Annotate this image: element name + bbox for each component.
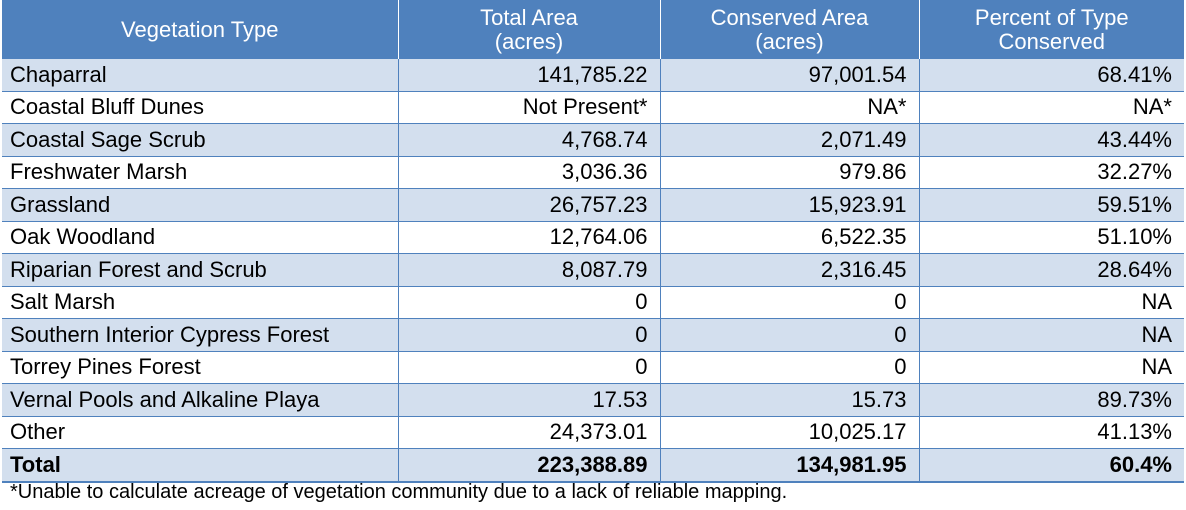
header-line: Total Area (480, 4, 578, 30)
cell-percent-conserved: NA (919, 318, 1184, 352)
table-footnote: *Unable to calculate acreage of vegetati… (10, 481, 788, 503)
total-row: Total 223,388.89 134,981.95 60.4% (2, 448, 1184, 483)
cell-conserved-area: 10,025.17 (660, 416, 920, 449)
cell-vegetation-type: Southern Interior Cypress Forest (2, 318, 399, 352)
table-row: Grassland 26,757.23 15,923.91 59.51% (2, 188, 1184, 222)
cell-total-area: 24,373.01 (398, 416, 661, 449)
table-header: Vegetation Type Total Area (acres) Conse… (2, 0, 1184, 59)
cell-vegetation-type: Oak Woodland (2, 221, 399, 254)
total-conserved-value: 134,981.95 (660, 448, 920, 483)
header-conserved-area: Conserved Area (acres) (660, 0, 920, 59)
cell-vegetation-type: Chaparral (2, 59, 399, 92)
cell-total-area: 141,785.22 (398, 59, 661, 92)
cell-total-area: 0 (398, 351, 661, 384)
cell-percent-conserved: 41.13% (919, 416, 1184, 449)
cell-conserved-area: 979.86 (660, 156, 920, 189)
cell-conserved-area: 15,923.91 (660, 188, 920, 222)
table-row: Southern Interior Cypress Forest 0 0 NA (2, 318, 1184, 352)
header-line: (acres) (755, 28, 824, 54)
cell-conserved-area: 2,071.49 (660, 123, 920, 157)
total-area-value: 223,388.89 (398, 448, 661, 483)
cell-percent-conserved: NA* (919, 91, 1184, 124)
table-row: Other 24,373.01 10,025.17 41.13% (2, 416, 1184, 449)
cell-percent-conserved: 43.44% (919, 123, 1184, 157)
header-line: Vegetation Type (121, 16, 279, 42)
cell-conserved-area: 0 (660, 318, 920, 352)
header-line: Conserved Area (710, 4, 869, 30)
cell-total-area: 3,036.36 (398, 156, 661, 189)
cell-percent-conserved: 32.27% (919, 156, 1184, 189)
cell-vegetation-type: Coastal Sage Scrub (2, 123, 399, 157)
header-vegetation-type: Vegetation Type (2, 0, 399, 59)
cell-vegetation-type: Other (2, 416, 399, 449)
table-row: Chaparral 141,785.22 97,001.54 68.41% (2, 59, 1184, 92)
cell-conserved-area: 97,001.54 (660, 59, 920, 92)
cell-conserved-area: 15.73 (660, 383, 920, 417)
header-line: (acres) (494, 28, 564, 54)
header-line: Conserved (998, 28, 1105, 54)
vegetation-conservation-table: Vegetation Type Total Area (acres) Conse… (2, 0, 1184, 483)
cell-percent-conserved: NA (919, 286, 1184, 319)
cell-conserved-area: NA* (660, 91, 920, 124)
cell-vegetation-type: Grassland (2, 188, 399, 222)
cell-percent-conserved: 51.10% (919, 221, 1184, 254)
cell-percent-conserved: 89.73% (919, 383, 1184, 417)
cell-total-area: 17.53 (398, 383, 661, 417)
cell-conserved-area: 0 (660, 351, 920, 384)
cell-total-area: 12,764.06 (398, 221, 661, 254)
cell-conserved-area: 0 (660, 286, 920, 319)
header-row: Vegetation Type Total Area (acres) Conse… (2, 0, 1184, 59)
cell-total-area: 26,757.23 (398, 188, 661, 222)
table-row: Freshwater Marsh 3,036.36 979.86 32.27% (2, 156, 1184, 189)
cell-vegetation-type: Freshwater Marsh (2, 156, 399, 189)
header-line: Percent of Type (974, 4, 1129, 30)
cell-vegetation-type: Coastal Bluff Dunes (2, 91, 399, 124)
cell-conserved-area: 6,522.35 (660, 221, 920, 254)
cell-conserved-area: 2,316.45 (660, 253, 920, 287)
cell-total-area: 4,768.74 (398, 123, 661, 157)
cell-percent-conserved: NA (919, 351, 1184, 384)
header-total-area: Total Area (acres) (398, 0, 661, 59)
cell-total-area: 0 (398, 318, 661, 352)
cell-vegetation-type: Vernal Pools and Alkaline Playa (2, 383, 399, 417)
cell-total-area: Not Present* (398, 91, 661, 124)
cell-vegetation-type: Riparian Forest and Scrub (2, 253, 399, 287)
total-label: Total (2, 448, 399, 483)
total-percent-value: 60.4% (919, 448, 1184, 483)
table-row: Torrey Pines Forest 0 0 NA (2, 351, 1184, 384)
cell-vegetation-type: Torrey Pines Forest (2, 351, 399, 384)
cell-percent-conserved: 28.64% (919, 253, 1184, 287)
cell-vegetation-type: Salt Marsh (2, 286, 399, 319)
table-row: Coastal Bluff Dunes Not Present* NA* NA* (2, 91, 1184, 124)
table-row: Vernal Pools and Alkaline Playa 17.53 15… (2, 383, 1184, 417)
table-row: Salt Marsh 0 0 NA (2, 286, 1184, 319)
table-body: Chaparral 141,785.22 97,001.54 68.41% Co… (2, 59, 1184, 483)
cell-percent-conserved: 68.41% (919, 59, 1184, 92)
cell-total-area: 0 (398, 286, 661, 319)
table-row: Coastal Sage Scrub 4,768.74 2,071.49 43.… (2, 123, 1184, 157)
table-row: Riparian Forest and Scrub 8,087.79 2,316… (2, 253, 1184, 287)
table-row: Oak Woodland 12,764.06 6,522.35 51.10% (2, 221, 1184, 254)
cell-percent-conserved: 59.51% (919, 188, 1184, 222)
header-percent-conserved: Percent of Type Conserved (919, 0, 1184, 59)
cell-total-area: 8,087.79 (398, 253, 661, 287)
